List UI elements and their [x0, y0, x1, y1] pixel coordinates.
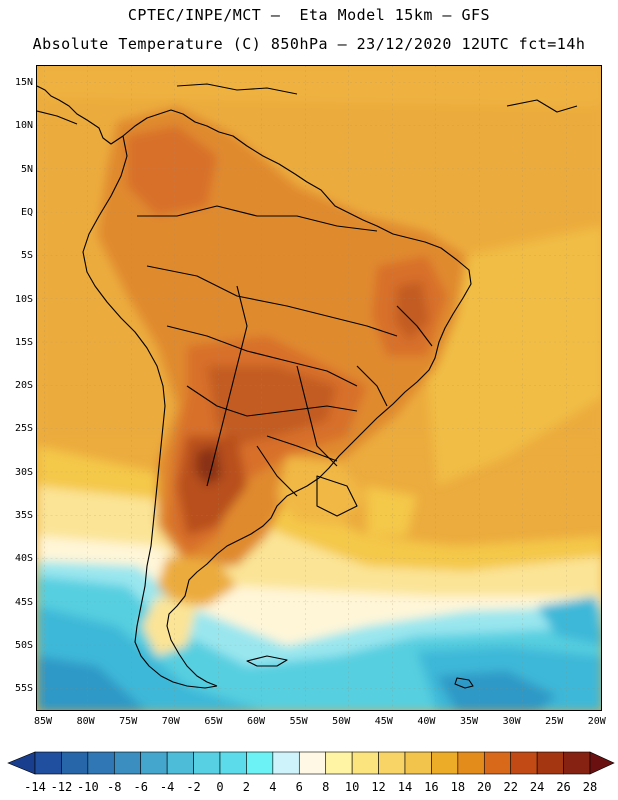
longitude-label: 55W [289, 716, 308, 727]
colorbar-swatch [457, 751, 485, 775]
latitude-label: 35S [14, 510, 33, 521]
colorbar-lower-extension [7, 751, 36, 775]
longitude-label: 35W [459, 716, 479, 727]
colorbar-label: -12 [50, 780, 73, 794]
colorbar-label: 14 [397, 780, 413, 794]
colorbar-label: 26 [556, 780, 571, 794]
lat-lon-grid [37, 66, 601, 710]
colorbar-upper-extension [589, 751, 615, 775]
colorbar-swatch [510, 751, 538, 775]
latitude-label: 25S [14, 423, 33, 435]
colorbar-label: 8 [322, 780, 330, 794]
longitude-label: 75W [119, 716, 138, 727]
colorbar-swatch [483, 751, 512, 775]
colorbar-swatch [378, 751, 406, 775]
color-scale-bar [7, 751, 615, 775]
latitude-label: 50S [14, 639, 33, 651]
colorbar-swatch [325, 751, 353, 775]
colorbar-label: 24 [529, 780, 545, 794]
colorbar-label: 18 [450, 780, 466, 794]
colorbar-swatch [431, 751, 459, 775]
latitude-label: 15S [14, 336, 33, 348]
longitude-label: 50W [332, 716, 351, 727]
colorbar-swatch [193, 751, 221, 775]
colorbar-label: 0 [216, 780, 224, 794]
colorbar-swatch [219, 751, 247, 775]
colorbar-label: 4 [269, 780, 277, 794]
colorbar-label: 16 [424, 780, 439, 794]
colorbar-label: 2 [242, 780, 251, 794]
longitude-label: 60W [246, 716, 266, 727]
colorbar-label: 28 [582, 780, 598, 794]
colorbar-label: -4 [159, 780, 175, 794]
longitude-label: 65W [204, 716, 223, 727]
colorbar-swatch [166, 751, 194, 775]
chart-title-line-1: CPTEC/INPE/MCT – Eta Model 15km – GFS [127, 6, 491, 24]
colorbar-swatch [536, 751, 564, 775]
colorbar-swatch [351, 751, 379, 775]
latitude-label: EQ [20, 206, 33, 218]
longitude-label: 30W [502, 716, 521, 727]
colorbar-swatch [272, 751, 300, 775]
latitude-label: 55S [14, 683, 33, 695]
longitude-label: 80W [76, 716, 95, 727]
latitude-label: 45S [14, 596, 33, 608]
colorbar-label: -6 [133, 780, 148, 794]
latitude-label: 10S [14, 293, 33, 305]
colorbar-label: 12 [371, 780, 386, 794]
colorbar-swatch [34, 751, 62, 775]
colorbar-swatch [298, 751, 327, 775]
colorbar-label: 10 [344, 780, 360, 794]
colorbar-label: -10 [77, 780, 99, 794]
longitude-label: 45W [374, 716, 393, 727]
temperature-field [37, 66, 601, 710]
latitude-label: 20S [14, 380, 33, 392]
colorbar-swatch [404, 751, 432, 775]
colorbar-label: 22 [503, 780, 518, 794]
longitude-label: 25W [545, 716, 564, 727]
colorbar-swatch [246, 751, 274, 775]
latitude-label: 10N [14, 120, 33, 132]
colorbar-swatch [87, 751, 115, 775]
colorbar-label: -2 [186, 780, 201, 794]
colorbar-label: 20 [477, 780, 492, 794]
latitude-label: 5S [20, 250, 33, 262]
colorbar-label: 6 [295, 780, 303, 794]
longitude-label: 40W [417, 716, 436, 727]
latitude-label: 5N [20, 163, 33, 175]
longitude-label: 70W [161, 716, 180, 727]
colorbar-label: -8 [107, 780, 122, 794]
longitude-label: 20W [587, 716, 606, 727]
coastlines [37, 83, 578, 689]
chart-title-line-2: Absolute Temperature (C) 850hPa – 23/12/… [32, 35, 586, 53]
colorbar-swatch [61, 751, 89, 775]
longitude-label: 85W [33, 716, 53, 727]
colorbar-swatch [140, 751, 168, 775]
colorbar-label: -14 [24, 780, 46, 794]
colorbar-swatch [113, 751, 142, 775]
temperature-map [36, 65, 602, 711]
colorbar-swatch [563, 751, 591, 775]
latitude-label: 30S [14, 466, 33, 478]
latitude-label: 40S [14, 553, 33, 565]
latitude-label: 15N [14, 77, 33, 88]
